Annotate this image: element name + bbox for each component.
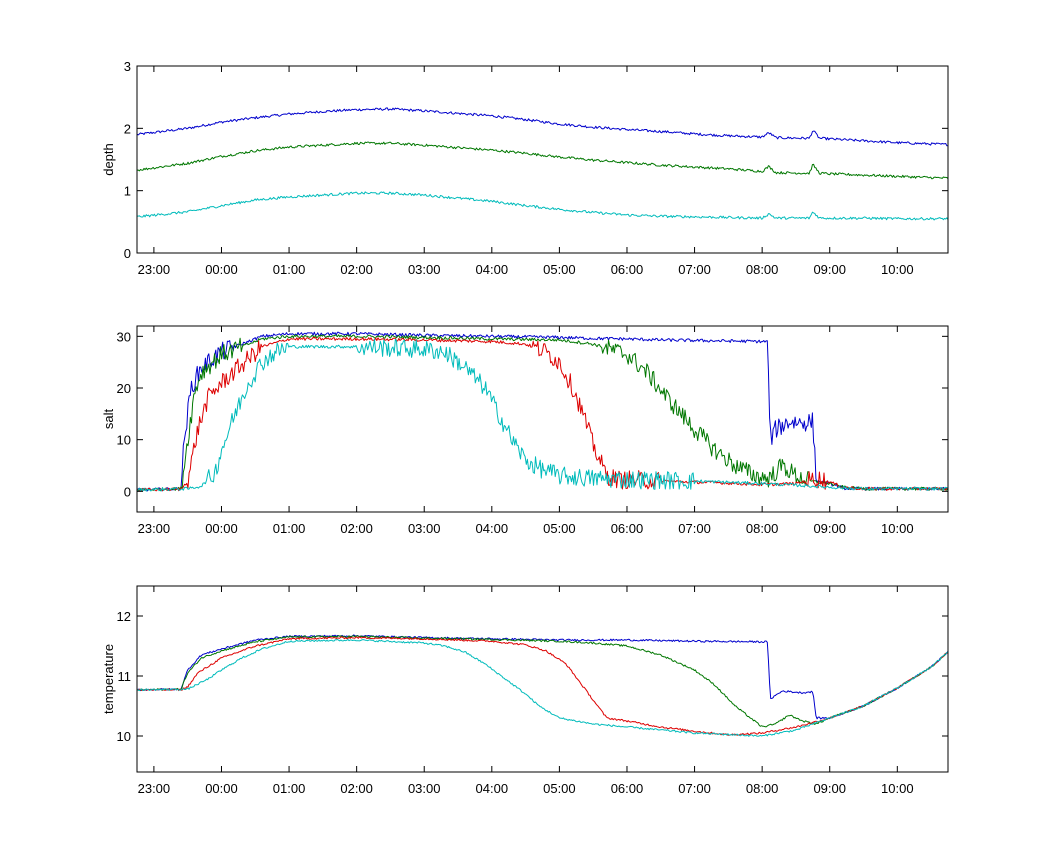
y-tick-label: 3 <box>124 59 131 74</box>
x-tick-label: 09:00 <box>813 781 846 796</box>
series-line-2 <box>136 635 949 728</box>
x-tick-label: 03:00 <box>408 781 441 796</box>
y-axis-title: temperature <box>101 644 116 714</box>
y-tick-label: 0 <box>124 484 131 499</box>
series-line-2 <box>136 334 949 492</box>
x-tick-label: 01:00 <box>273 781 306 796</box>
x-tick-label: 04:00 <box>476 781 509 796</box>
x-tick-label: 08:00 <box>746 262 779 277</box>
series-line-1 <box>136 634 949 720</box>
x-tick-label: 06:00 <box>611 262 644 277</box>
series-line-1 <box>136 331 949 492</box>
x-tick-label: 04:00 <box>476 262 509 277</box>
y-tick-label: 11 <box>118 669 132 684</box>
chart-panel-2: 23:00 00:00 01:00 02:00 03:00 04:00 05:00 06:00… <box>101 325 949 536</box>
series-line-4 <box>136 338 949 492</box>
chart-panel-1: 23:00 00:00 01:00 02:00 03:00 04:00 05:00 06:00… <box>101 59 949 277</box>
x-tick-label: 05:00 <box>543 521 576 536</box>
y-tick-label: 20 <box>117 381 131 396</box>
x-tick-label: 08:00 <box>746 521 779 536</box>
series-line-3 <box>136 336 949 492</box>
x-tick-label: 09:00 <box>813 521 846 536</box>
plot-frame <box>136 65 949 254</box>
y-tick-label: 0 <box>124 246 131 261</box>
y-tick-label: 2 <box>124 121 131 136</box>
x-tick-label: 07:00 <box>678 521 711 536</box>
x-tick-label: 09:00 <box>813 262 846 277</box>
x-tick-label: 01:00 <box>273 521 306 536</box>
x-tick-label: 03:00 <box>408 262 441 277</box>
series-line-1 <box>136 107 949 147</box>
x-tick-label: 00:00 <box>205 262 238 277</box>
x-tick-label: 23:00 <box>138 781 171 796</box>
x-tick-label: 01:00 <box>273 262 306 277</box>
x-tick-label: 10:00 <box>881 781 914 796</box>
y-tick-label: 12 <box>117 609 131 624</box>
y-axis-title: salt <box>101 408 116 429</box>
plot-frame <box>136 325 949 513</box>
x-tick-label: 03:00 <box>408 521 441 536</box>
x-tick-label: 02:00 <box>340 521 373 536</box>
y-axis-title: depth <box>101 143 116 176</box>
series-line-4 <box>136 638 949 737</box>
x-tick-label: 02:00 <box>340 781 373 796</box>
y-tick-label: 10 <box>117 729 131 744</box>
x-tick-label: 08:00 <box>746 781 779 796</box>
x-tick-label: 05:00 <box>543 262 576 277</box>
series-line-3 <box>136 636 949 736</box>
series-line-3 <box>137 191 949 221</box>
y-tick-label: 1 <box>124 184 131 199</box>
y-tick-label: 30 <box>117 329 131 344</box>
x-tick-label: 10:00 <box>881 521 914 536</box>
x-tick-label: 06:00 <box>611 521 644 536</box>
x-tick-label: 23:00 <box>138 521 171 536</box>
x-tick-label: 04:00 <box>476 521 509 536</box>
x-tick-label: 07:00 <box>678 262 711 277</box>
x-tick-label: 00:00 <box>205 781 238 796</box>
x-tick-label: 00:00 <box>205 521 238 536</box>
x-tick-label: 10:00 <box>881 262 914 277</box>
x-tick-label: 06:00 <box>611 781 644 796</box>
y-tick-label: 10 <box>117 433 131 448</box>
chart-panel-3: 23:00 00:00 01:00 02:00 03:00 04:00 05:00 06:00… <box>101 585 949 796</box>
x-tick-label: 23:00 <box>138 262 171 277</box>
x-tick-label: 05:00 <box>543 781 576 796</box>
x-tick-label: 07:00 <box>678 781 711 796</box>
plot-frame <box>136 585 949 773</box>
series-line-2 <box>136 141 949 180</box>
x-tick-label: 02:00 <box>340 262 373 277</box>
